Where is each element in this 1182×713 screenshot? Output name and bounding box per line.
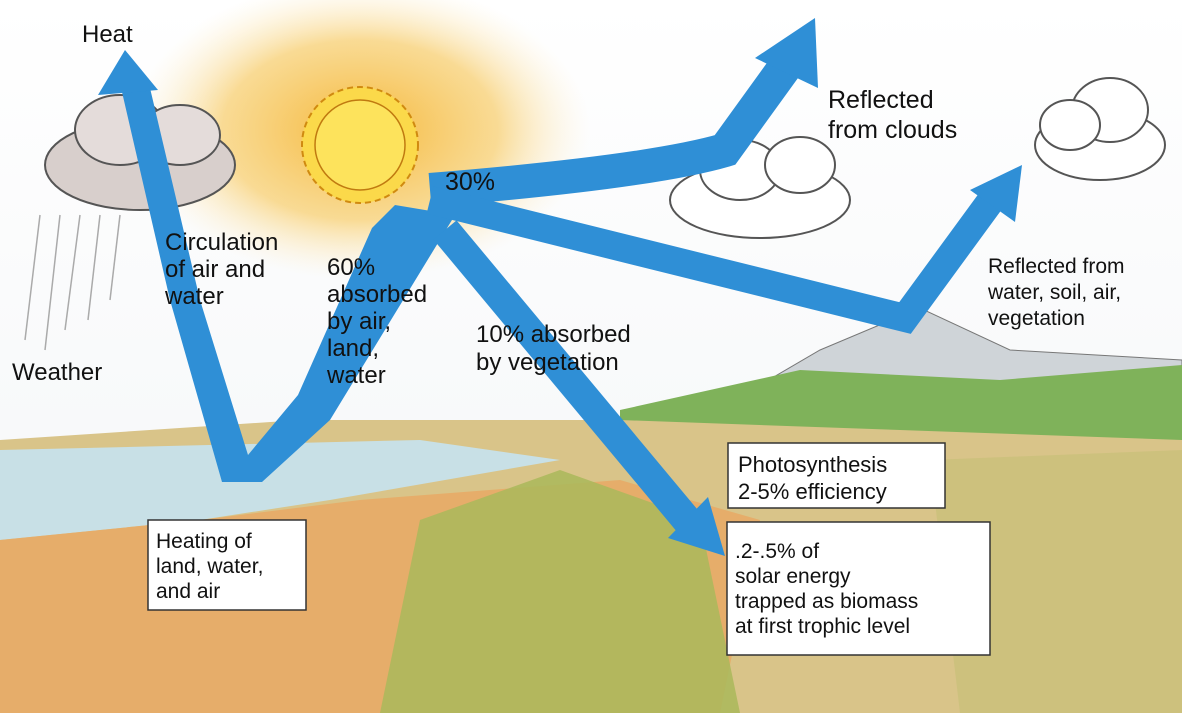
page: Heat Reflectedfrom clouds 30% Circulationof… <box>0 0 1182 713</box>
label-line: water <box>164 283 224 310</box>
label-line: Reflected <box>828 86 934 114</box>
label-line: 2-5% efficiency <box>738 479 887 504</box>
weather-label: Weather <box>12 359 102 386</box>
label-line: absorbed <box>327 281 427 308</box>
label-line: of air and <box>165 256 265 283</box>
label-line: Heating of <box>156 530 252 553</box>
label-line: Weather <box>12 359 102 386</box>
label-line: .2-.5% of <box>735 540 819 563</box>
diagram: Heat Reflectedfrom clouds 30% Circulationof… <box>0 0 1182 713</box>
percent-30-label: 30% <box>445 168 495 196</box>
label-line: by vegetation <box>476 349 619 376</box>
label-line: 10% absorbed <box>476 321 631 348</box>
label-line: and air <box>156 580 220 603</box>
label-line: Photosynthesis <box>738 452 887 477</box>
label-line: at first trophic level <box>735 615 910 638</box>
label-line: trapped as biomass <box>735 590 918 613</box>
heat-label: Heat <box>82 21 133 48</box>
label-line: vegetation <box>988 307 1085 330</box>
label-line: water <box>326 362 386 389</box>
label-line: Reflected from <box>988 255 1125 278</box>
label-line: from clouds <box>828 116 957 144</box>
label-line: Circulation <box>165 229 278 256</box>
label-line: solar energy <box>735 565 851 588</box>
label-line: land, water, <box>156 555 263 578</box>
label-line: Heat <box>82 21 133 48</box>
label-line: 30% <box>445 168 495 196</box>
label-line: by air, <box>327 308 391 335</box>
label-line: water, soil, air, <box>987 281 1121 304</box>
label-line: 60% <box>327 254 375 281</box>
sun-core <box>315 100 405 190</box>
label-line: land, <box>327 335 379 362</box>
